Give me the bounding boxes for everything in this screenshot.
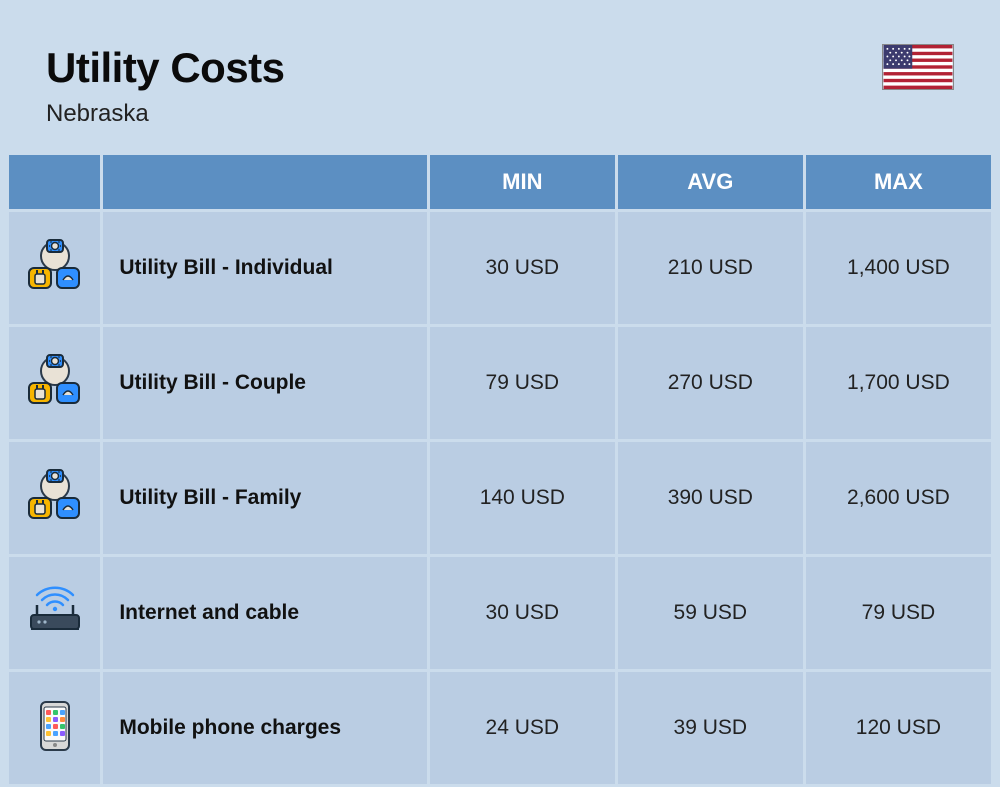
row-label: Mobile phone charges (103, 672, 427, 784)
col-header-blank-icon (9, 155, 100, 209)
cell-min: 30 USD (430, 557, 615, 669)
cell-avg: 210 USD (618, 212, 803, 324)
cell-avg: 59 USD (618, 557, 803, 669)
utility-icon (9, 442, 100, 554)
table-row: Utility Bill - Individual30 USD210 USD1,… (9, 212, 991, 324)
cell-max: 2,600 USD (806, 442, 991, 554)
col-header-min: MIN (430, 155, 615, 209)
us-flag-icon (882, 44, 954, 95)
phone-icon (9, 672, 100, 784)
table-row: Internet and cable30 USD59 USD79 USD (9, 557, 991, 669)
cell-min: 24 USD (430, 672, 615, 784)
cell-avg: 39 USD (618, 672, 803, 784)
page-title: Utility Costs (46, 44, 285, 92)
table-row: Utility Bill - Family140 USD390 USD2,600… (9, 442, 991, 554)
table-row: Utility Bill - Couple79 USD270 USD1,700 … (9, 327, 991, 439)
utility-icon (9, 212, 100, 324)
row-label: Internet and cable (103, 557, 427, 669)
title-block: Utility Costs Nebraska (46, 44, 285, 128)
col-header-avg: AVG (618, 155, 803, 209)
cell-avg: 390 USD (618, 442, 803, 554)
table-header-row: MIN AVG MAX (9, 155, 991, 209)
col-header-max: MAX (806, 155, 991, 209)
row-label: Utility Bill - Family (103, 442, 427, 554)
header: Utility Costs Nebraska (0, 0, 1000, 152)
cell-avg: 270 USD (618, 327, 803, 439)
cell-min: 140 USD (430, 442, 615, 554)
cell-max: 1,400 USD (806, 212, 991, 324)
cell-max: 79 USD (806, 557, 991, 669)
utility-costs-table: MIN AVG MAX Utility Bill - Individual30 … (6, 152, 994, 787)
cell-max: 120 USD (806, 672, 991, 784)
row-label: Utility Bill - Couple (103, 327, 427, 439)
page-subtitle: Nebraska (46, 100, 285, 128)
table-row: Mobile phone charges24 USD39 USD120 USD (9, 672, 991, 784)
cell-min: 30 USD (430, 212, 615, 324)
col-header-blank-label (103, 155, 427, 209)
router-icon (9, 557, 100, 669)
cell-min: 79 USD (430, 327, 615, 439)
cell-max: 1,700 USD (806, 327, 991, 439)
row-label: Utility Bill - Individual (103, 212, 427, 324)
utility-icon (9, 327, 100, 439)
